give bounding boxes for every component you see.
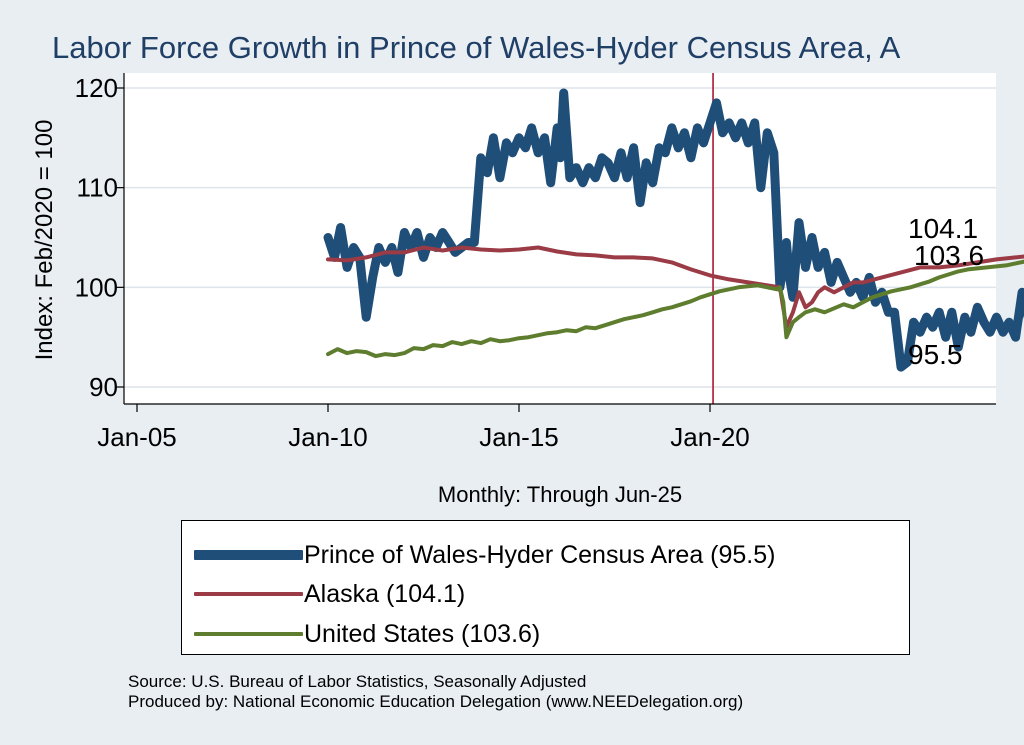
y-tick-label-120: 120 xyxy=(75,73,118,103)
legend-swatch-alaska xyxy=(194,592,303,596)
legend-label-alaska: Alaska (104.1) xyxy=(304,579,466,608)
x-tick-label-Jan-15: Jan-15 xyxy=(479,422,559,452)
y-ticks: 90 100 110 120 xyxy=(75,73,124,402)
y-tick-label-100: 100 xyxy=(75,272,118,302)
series-layer xyxy=(323,88,1024,372)
x-ticks: Jan-05 Jan-10 Jan-15 Jan-20 xyxy=(97,404,750,452)
x-axis-label: Monthly: Through Jun-25 xyxy=(438,482,682,507)
legend-swatch-united-states xyxy=(194,632,303,636)
legend-label-united-states: United States (103.6) xyxy=(304,619,541,648)
source-note: Source: U.S. Bureau of Labor Statistics,… xyxy=(128,672,743,712)
end-label-united-states: 103.6 xyxy=(914,240,984,271)
end-label-prince-of-wales-hyder-census-area: 95.5 xyxy=(908,339,963,370)
x-tick-label-Jan-20: Jan-20 xyxy=(670,422,750,452)
legend: Prince of Wales-Hyder Census Area (95.5)… xyxy=(181,520,910,655)
x-tick-label-Jan-05: Jan-05 xyxy=(97,422,177,452)
end-label-alaska: 104.1 xyxy=(908,213,978,244)
x-tick-label-Jan-10: Jan-10 xyxy=(288,422,368,452)
y-tick-label-90: 90 xyxy=(89,372,118,402)
legend-item-alaska: Alaska (104.1) xyxy=(182,574,909,614)
series-line-united-states xyxy=(326,259,1024,359)
producer-line: Produced by: National Economic Education… xyxy=(128,692,744,711)
legend-label-prince-of-wales: Prince of Wales-Hyder Census Area (95.5) xyxy=(304,540,776,569)
chart-title: Labor Force Growth in Prince of Wales-Hy… xyxy=(52,30,901,65)
y-axis-label: Index: Feb/2020 = 100 xyxy=(31,120,58,361)
legend-item-united-states: United States (103.6) xyxy=(182,614,909,654)
series-line-alaska xyxy=(326,245,1024,330)
source-line: Source: U.S. Bureau of Labor Statistics,… xyxy=(128,672,587,691)
legend-swatch-prince-of-wales xyxy=(194,550,303,560)
legend-item-prince-of-wales: Prince of Wales-Hyder Census Area (95.5) xyxy=(182,535,909,575)
y-tick-label-110: 110 xyxy=(77,173,118,203)
series-line-prince-of-wales-hyder-census-area xyxy=(323,88,1024,372)
